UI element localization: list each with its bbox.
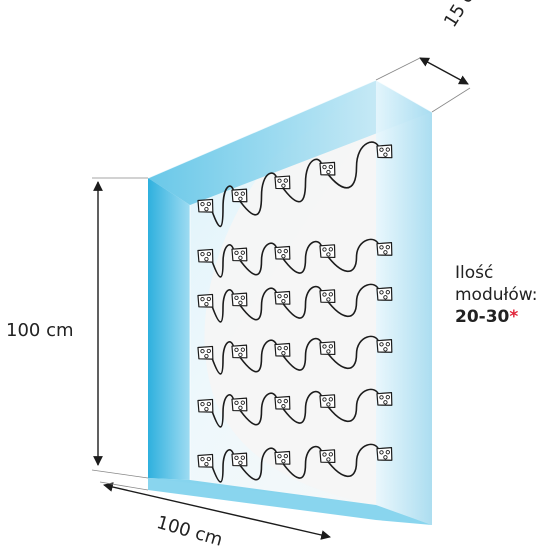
led-module-icon <box>376 144 393 159</box>
led-module-icon <box>231 247 248 262</box>
width-dimension-line <box>103 482 331 540</box>
module-count-callout: Ilość modułów: 20-30* <box>455 262 537 328</box>
led-module-icon <box>319 449 336 464</box>
left-frame <box>148 178 190 480</box>
led-module-icon <box>274 395 291 410</box>
led-module-icon <box>319 289 336 304</box>
led-module-icon <box>197 293 214 308</box>
height-label: 100 cm <box>6 320 74 341</box>
led-module-icon <box>376 392 393 406</box>
led-module-icon <box>274 450 291 465</box>
module-count: 20-30 <box>455 307 510 327</box>
led-module-icon <box>231 452 248 467</box>
led-module-icon <box>274 290 291 305</box>
led-module-icon <box>319 394 336 409</box>
led-module-icon <box>231 397 248 412</box>
led-module-icon <box>197 345 214 360</box>
depth-dimension-line <box>419 57 469 85</box>
led-module-icon <box>319 161 336 176</box>
led-module-icon <box>376 287 393 301</box>
module-label-line1: Ilość <box>455 263 494 283</box>
led-module-icon <box>319 244 336 259</box>
led-module-icon <box>197 198 214 213</box>
led-module-icon <box>274 175 291 190</box>
module-label-line2: modułów: <box>455 285 538 305</box>
led-module-icon <box>376 242 393 256</box>
led-module-icon <box>231 344 248 359</box>
led-module-icon <box>376 339 393 353</box>
led-module-icon <box>319 341 336 356</box>
led-module-icon <box>231 292 248 307</box>
led-module-icon <box>376 447 393 461</box>
led-module-icon <box>231 188 248 203</box>
led-modules-grid <box>197 141 393 483</box>
led-module-icon <box>274 245 291 260</box>
led-module-icon <box>197 398 214 413</box>
top-frame <box>148 80 432 205</box>
led-module-icon <box>197 248 214 263</box>
asterisk: * <box>509 307 519 327</box>
right-frame <box>376 80 432 525</box>
led-module-icon <box>197 453 214 468</box>
led-module-icon <box>274 342 291 357</box>
